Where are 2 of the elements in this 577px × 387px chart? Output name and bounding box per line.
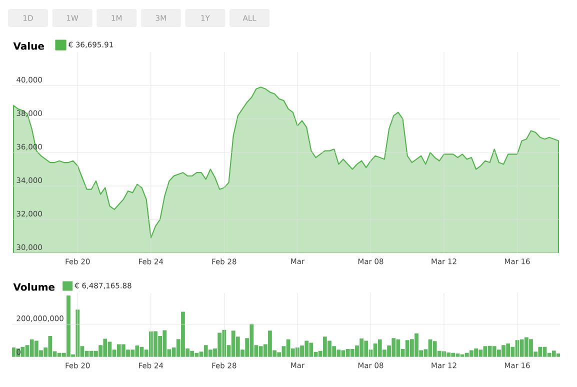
chart-title: Value: [13, 42, 44, 50]
chart-title: Volume: [13, 283, 55, 291]
